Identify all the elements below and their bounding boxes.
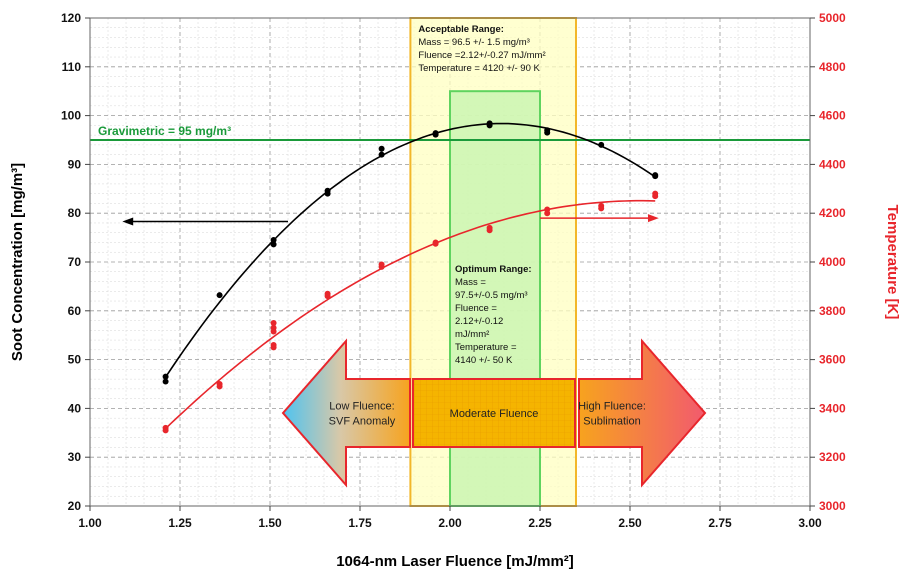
temperature-data-point xyxy=(216,381,223,387)
temperature-data-point xyxy=(598,205,605,212)
region-label-0-1: SVF Anomaly xyxy=(329,416,396,428)
y-left-tick-label: 20 xyxy=(68,499,82,513)
y-axis-right-title: Temperature [K] xyxy=(884,205,900,320)
soot-data-point xyxy=(378,151,385,158)
y-left-tick-label: 60 xyxy=(68,304,82,318)
y-right-tick-label: 4200 xyxy=(819,206,846,220)
region-label-2-0: High Fluence: xyxy=(578,401,646,413)
temperature-fit-curve xyxy=(165,199,656,430)
region-label-1-0: Moderate Fluence xyxy=(450,408,539,420)
soot-data-point xyxy=(544,129,551,136)
left-axis-indicator-arrowhead xyxy=(122,217,134,226)
y-left-tick-label: 50 xyxy=(68,353,82,367)
y-left-tick-label: 120 xyxy=(61,11,81,25)
acceptable-range-line: Temperature = 4120 +/- 90 K xyxy=(418,63,540,74)
optimum-range-line: 2.12+/-0.12 xyxy=(455,316,503,327)
soot-data-point xyxy=(652,172,659,179)
y-left-tick-label: 40 xyxy=(68,401,82,415)
gravimetric-label: Gravimetric = 95 mg/m³ xyxy=(98,124,231,138)
temperature-data-point xyxy=(162,427,169,434)
optimum-range-line: mJ/mm² xyxy=(455,329,489,340)
y-right-tick-label: 3800 xyxy=(819,304,846,318)
y-left-tick-label: 70 xyxy=(68,255,82,269)
y-right-tick-label: 5000 xyxy=(819,11,846,25)
acceptable-range-line: Mass = 96.5 +/- 1.5 mg/m³ xyxy=(418,37,529,48)
temperature-data-point xyxy=(378,261,385,268)
temperature-data-point xyxy=(652,193,659,200)
soot-data-point xyxy=(270,237,277,244)
y-left-tick-label: 100 xyxy=(61,109,81,123)
moderate-fluence-box xyxy=(412,378,576,448)
soot-data-point xyxy=(378,145,385,152)
y-right-tick-label: 3200 xyxy=(819,450,846,464)
y-right-tick-label: 3000 xyxy=(819,499,846,513)
soot-data-point xyxy=(216,292,223,299)
soot-data-point xyxy=(270,241,277,248)
y-left-tick-label: 80 xyxy=(68,206,82,220)
y-right-tick-label: 4000 xyxy=(819,255,846,269)
region-label-0-0: Low Fluence: xyxy=(329,401,394,413)
x-axis-title: 1064-nm Laser Fluence [mJ/mm²] xyxy=(336,553,574,570)
temperature-data-point xyxy=(544,206,551,213)
temperature-data-point xyxy=(432,240,439,247)
temperature-data-point xyxy=(270,328,277,335)
x-tick-label: 2.25 xyxy=(528,516,552,530)
soot-data-point xyxy=(324,190,331,197)
x-tick-label: 1.00 xyxy=(78,516,102,530)
optimum-range-line: Mass = xyxy=(455,277,486,288)
x-tick-label: 2.00 xyxy=(438,516,462,530)
soot-data-point xyxy=(432,130,439,137)
optimum-range-line: Temperature = xyxy=(455,342,517,353)
y-right-tick-label: 4800 xyxy=(819,60,846,74)
temperature-data-point xyxy=(270,320,277,326)
right-axis-indicator-arrowhead xyxy=(648,214,659,223)
x-tick-label: 2.50 xyxy=(618,516,642,530)
y-axis-left-title: Soot Concentration [mg/m³] xyxy=(9,163,26,361)
optimum-range-line: 97.5+/-0.5 mg/m³ xyxy=(455,290,528,301)
temperature-data-point xyxy=(486,227,493,234)
temperature-data-point xyxy=(324,290,331,297)
y-left-tick-label: 110 xyxy=(62,60,82,74)
x-tick-label: 1.50 xyxy=(258,516,282,530)
y-left-tick-label: 30 xyxy=(68,450,82,464)
y-right-tick-label: 3600 xyxy=(819,353,846,367)
optimum-range-line: Fluence = xyxy=(455,303,497,314)
x-tick-label: 3.00 xyxy=(798,516,822,530)
x-tick-label: 2.75 xyxy=(708,516,732,530)
y-right-tick-label: 4400 xyxy=(819,157,846,171)
y-right-tick-label: 3400 xyxy=(819,401,846,415)
region-label-2-1: Sublimation xyxy=(583,416,640,428)
optimum-range-title: Optimum Range: xyxy=(455,264,532,275)
acceptable-range-line: Fluence =2.12+/-0.27 mJ/mm² xyxy=(418,50,545,61)
x-tick-label: 1.75 xyxy=(348,516,372,530)
soot-fit-curve xyxy=(164,122,656,378)
y-right-tick-label: 4600 xyxy=(819,109,846,123)
low-fluence-arrow xyxy=(281,338,411,488)
acceptable-range-title: Acceptable Range: xyxy=(418,24,504,35)
soot-data-point xyxy=(162,373,169,380)
optimum-range-line: 4140 +/- 50 K xyxy=(455,355,513,366)
y-left-tick-label: 90 xyxy=(68,157,82,171)
soot-data-point xyxy=(162,378,169,385)
high-fluence-arrow xyxy=(578,338,707,488)
soot-data-point xyxy=(598,141,605,148)
x-tick-label: 1.25 xyxy=(168,516,192,530)
soot-data-point xyxy=(486,120,493,127)
temperature-data-point xyxy=(270,344,277,351)
